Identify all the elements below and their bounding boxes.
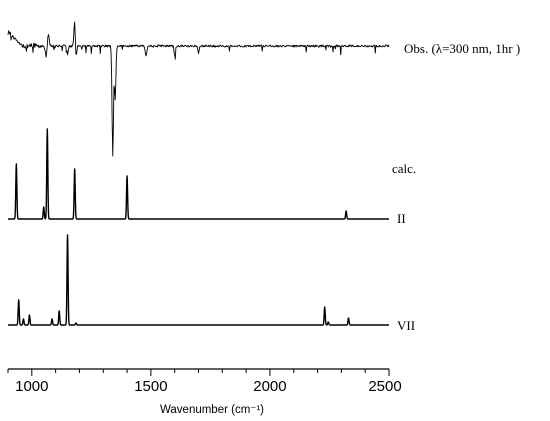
series-trace-ii <box>7 128 390 220</box>
spectrum-traces <box>7 21 390 326</box>
x-tick-label: 1000 <box>15 378 48 395</box>
x-axis-title: Wavenumber (cm⁻¹) <box>160 404 264 416</box>
x-axis-ticks: 1000 1500 2000 2500 <box>7 369 402 395</box>
series-label-II: II <box>397 211 406 226</box>
series-label-VII: VII <box>397 318 415 333</box>
x-tick-label: 2500 <box>368 378 401 395</box>
series-trace-vii <box>7 234 390 326</box>
x-tick-label: 2000 <box>253 378 286 395</box>
calc-label: calc. <box>392 161 416 176</box>
obs-series-label: Obs. (λ=300 nm, 1hr ) <box>404 41 520 56</box>
series-trace-obs <box>7 21 390 157</box>
x-tick-label: 1500 <box>134 378 167 395</box>
